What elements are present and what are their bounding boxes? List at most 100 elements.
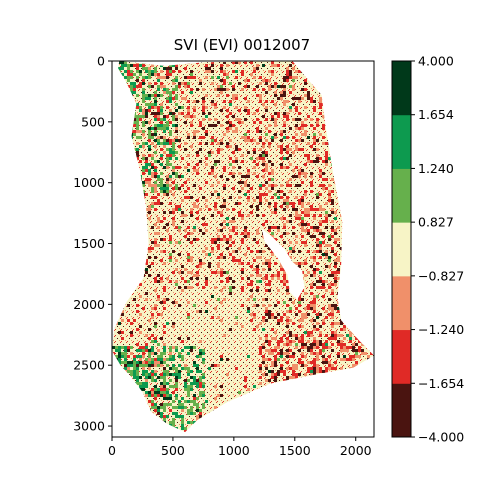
heatmap-cell: [169, 379, 172, 382]
heatmap-cell: [292, 388, 295, 391]
heatmap-cell: [316, 370, 319, 373]
heatmap-cell: [196, 367, 199, 370]
heatmap-cell: [307, 361, 310, 364]
heatmap-cell: [145, 334, 148, 337]
heatmap-cell: [232, 259, 235, 262]
heatmap-cell: [355, 226, 358, 229]
heatmap-cell: [352, 391, 355, 394]
heatmap-cell: [370, 205, 373, 208]
heatmap-cell: [361, 175, 364, 178]
heatmap-cell: [367, 382, 370, 385]
heatmap-cell: [367, 430, 370, 433]
heatmap-cell: [271, 253, 274, 256]
heatmap-cell: [214, 286, 217, 289]
heatmap-image: [112, 61, 374, 436]
heatmap-cell: [136, 433, 139, 436]
heatmap-cell: [319, 229, 322, 232]
heatmap-cell: [178, 139, 181, 142]
heatmap-cell: [163, 145, 166, 148]
heatmap-cell: [115, 100, 118, 103]
heatmap-cell: [118, 412, 121, 415]
heatmap-cell: [322, 379, 325, 382]
heatmap-cell: [310, 352, 313, 355]
heatmap-cell: [145, 349, 148, 352]
heatmap-cell: [250, 274, 253, 277]
heatmap-cell: [160, 148, 163, 151]
heatmap-cell: [277, 346, 280, 349]
heatmap-cell: [313, 226, 316, 229]
heatmap-cell: [160, 142, 163, 145]
heatmap-cell: [370, 262, 373, 265]
heatmap-cell: [349, 397, 352, 400]
heatmap-cell: [340, 319, 343, 322]
heatmap-cell: [274, 103, 277, 106]
heatmap-cell: [124, 403, 127, 406]
heatmap-cell: [136, 280, 139, 283]
heatmap-cell: [334, 148, 337, 151]
heatmap-cell: [133, 172, 136, 175]
heatmap-cell: [157, 295, 160, 298]
heatmap-cell: [271, 73, 274, 76]
heatmap-cell: [190, 406, 193, 409]
heatmap-cell: [280, 418, 283, 421]
heatmap-cell: [121, 313, 124, 316]
heatmap-cell: [361, 214, 364, 217]
heatmap-cell: [136, 157, 139, 160]
heatmap-cell: [181, 367, 184, 370]
heatmap-cell: [220, 214, 223, 217]
heatmap-cell: [166, 91, 169, 94]
heatmap-cell: [115, 403, 118, 406]
heatmap-cell: [307, 214, 310, 217]
heatmap-cell: [358, 349, 361, 352]
heatmap-cell: [337, 157, 340, 160]
heatmap-cell: [262, 175, 265, 178]
heatmap-cell: [223, 205, 226, 208]
heatmap-cell: [241, 70, 244, 73]
heatmap-cell: [175, 187, 178, 190]
heatmap-cell: [139, 70, 142, 73]
heatmap-cell: [151, 64, 154, 67]
heatmap-cell: [175, 166, 178, 169]
heatmap-cell: [304, 118, 307, 121]
heatmap-cell: [313, 301, 316, 304]
heatmap-cell: [268, 385, 271, 388]
heatmap-cell: [367, 142, 370, 145]
heatmap-cell: [298, 373, 301, 376]
heatmap-cell: [331, 271, 334, 274]
heatmap-cell: [229, 103, 232, 106]
heatmap-cell: [358, 130, 361, 133]
heatmap-cell: [160, 373, 163, 376]
heatmap-cell: [148, 247, 151, 250]
heatmap-cell: [277, 229, 280, 232]
colorbar-frame: [391, 60, 412, 438]
heatmap-cell: [253, 259, 256, 262]
heatmap-cell: [262, 163, 265, 166]
heatmap-cell: [256, 265, 259, 268]
heatmap-cell: [136, 184, 139, 187]
heatmap-cell: [361, 283, 364, 286]
heatmap-cell: [325, 103, 328, 106]
heatmap-cell: [310, 304, 313, 307]
heatmap-cell: [337, 166, 340, 169]
heatmap-cell: [304, 175, 307, 178]
heatmap-cell: [136, 76, 139, 79]
heatmap-cell: [292, 370, 295, 373]
heatmap-cell: [322, 232, 325, 235]
heatmap-cell: [115, 418, 118, 421]
heatmap-cell: [130, 391, 133, 394]
heatmap-cell: [190, 271, 193, 274]
heatmap-cell: [187, 433, 190, 436]
heatmap-cell: [121, 235, 124, 238]
heatmap-cell: [316, 85, 319, 88]
heatmap-cell: [163, 379, 166, 382]
heatmap-cell: [193, 427, 196, 430]
heatmap-cell: [154, 103, 157, 106]
heatmap-cell: [148, 127, 151, 130]
heatmap-cell: [346, 385, 349, 388]
heatmap-cell: [298, 118, 301, 121]
heatmap-cell: [337, 244, 340, 247]
heatmap-cell: [325, 340, 328, 343]
heatmap-cell: [160, 163, 163, 166]
heatmap-cell: [310, 118, 313, 121]
heatmap-cell: [316, 388, 319, 391]
